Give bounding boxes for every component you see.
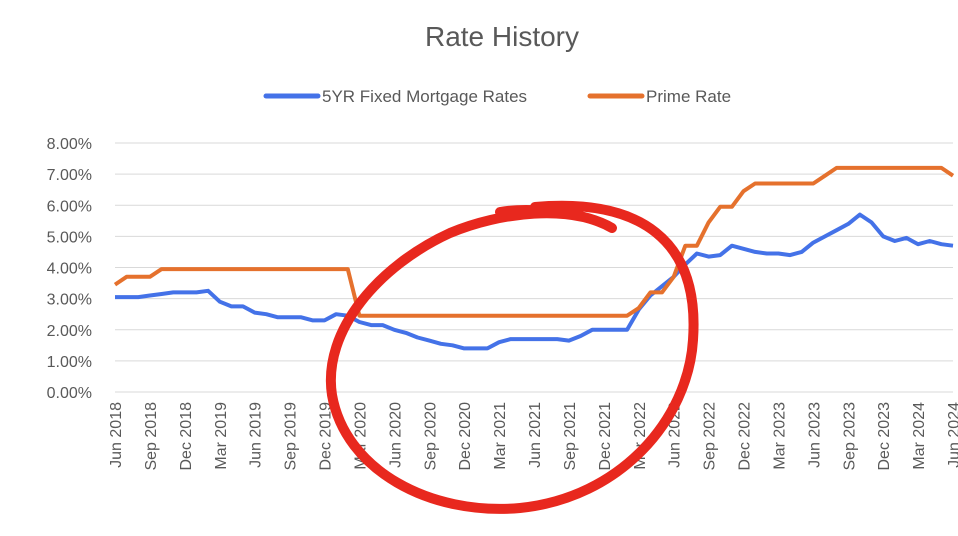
x-tick-label: Dec 2021 <box>597 402 614 471</box>
x-tick-label: Dec 2022 <box>737 402 754 471</box>
x-tick-label: Jun 2020 <box>387 402 404 468</box>
x-tick-label: Jun 2018 <box>108 402 125 468</box>
legend-label-prime: Prime Rate <box>646 87 731 106</box>
x-tick-label: Sep 2020 <box>422 402 439 471</box>
y-tick-label: 2.00% <box>47 323 92 340</box>
x-tick-label: Dec 2018 <box>178 402 195 471</box>
y-tick-label: 0.00% <box>47 385 92 402</box>
y-tick-label: 8.00% <box>47 136 92 153</box>
y-tick-label: 5.00% <box>47 229 92 246</box>
x-tick-label: Mar 2023 <box>771 402 788 470</box>
series-line-mortgage <box>115 212 954 351</box>
legend-label-mortgage: 5YR Fixed Mortgage Rates <box>322 87 527 106</box>
y-tick-label: 1.00% <box>47 354 92 371</box>
x-tick-label: Jun 2019 <box>248 402 265 468</box>
y-axis-ticks: 0.00% 1.00% 2.00% 3.00% 4.00% 5.00% 6.00% 7.00%… <box>47 136 92 402</box>
series-line-prime <box>113 165 955 318</box>
x-tick-label: Dec 2019 <box>318 402 335 471</box>
x-axis-ticks: Jun 2018 Sep 2018 Dec 2018 Mar 2019 Jun 2019… <box>108 402 958 471</box>
x-tick-label: Sep 2022 <box>702 402 719 471</box>
y-tick-label: 4.00% <box>47 261 92 278</box>
x-tick-label: Sep 2018 <box>143 402 160 471</box>
x-tick-label: Dec 2023 <box>876 402 893 471</box>
x-tick-label: Sep 2023 <box>841 402 858 471</box>
chart-title: Rate History <box>425 21 579 52</box>
series-lines <box>113 165 955 351</box>
x-tick-label: Jun 2021 <box>527 402 544 468</box>
x-tick-label: Sep 2021 <box>562 402 579 471</box>
y-tick-label: 6.00% <box>47 198 92 215</box>
x-tick-label: Mar 2021 <box>492 402 509 470</box>
x-tick-label: Mar 2024 <box>911 402 928 470</box>
x-tick-label: Dec 2020 <box>457 402 474 471</box>
x-tick-label: Jun 2024 <box>946 402 958 468</box>
y-tick-label: 3.00% <box>47 292 92 309</box>
x-tick-label: Jun 2023 <box>806 402 823 468</box>
annotation-red-circle <box>325 200 699 514</box>
x-tick-label: Sep 2019 <box>283 402 300 471</box>
x-tick-label: Mar 2019 <box>213 402 230 470</box>
legend: 5YR Fixed Mortgage Rates Prime Rate <box>263 87 731 106</box>
y-tick-label: 7.00% <box>47 167 92 184</box>
